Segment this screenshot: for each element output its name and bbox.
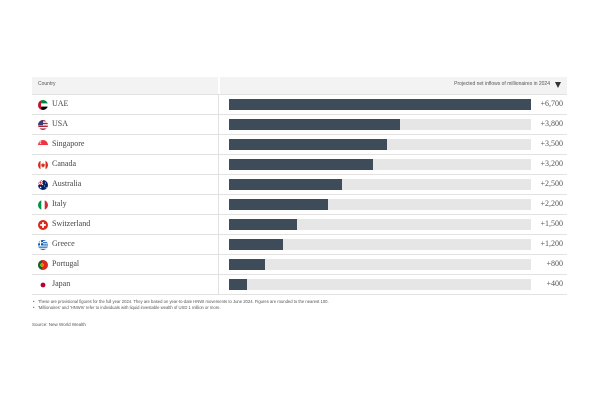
flag-icon — [38, 140, 48, 150]
bar-track — [229, 199, 531, 210]
flag-icon — [38, 260, 48, 270]
table-header: Country Projected net inflows of million… — [32, 77, 567, 94]
value-label: +1,200 — [540, 239, 563, 248]
footnotes: These are provisional figures for the fu… — [32, 299, 567, 311]
country-label: Australia — [52, 179, 82, 188]
value-label: +6,700 — [540, 99, 563, 108]
table-row: Portugal +800 — [32, 255, 567, 275]
table-row: Greece +1,200 — [32, 235, 567, 255]
value-label: +1,500 — [540, 219, 563, 228]
bar-track — [229, 179, 531, 190]
table-row: Singapore +3,500 — [32, 135, 567, 155]
table-row: Italy +2,200 — [32, 195, 567, 215]
value-label: +2,200 — [540, 199, 563, 208]
country-label: UAE — [52, 99, 69, 108]
value-label: +3,200 — [540, 159, 563, 168]
millionaire-inflows-table: Country Projected net inflows of million… — [32, 77, 567, 295]
source-note: Source: New World Wealth — [32, 322, 86, 327]
table-row: Switzerland +1,500 — [32, 215, 567, 235]
footnote-item: These are provisional figures for the fu… — [32, 299, 567, 305]
country-label: Portugal — [52, 259, 80, 268]
value-label: +2,500 — [540, 179, 563, 188]
bar-track — [229, 159, 531, 170]
bar-track — [229, 239, 531, 250]
column-divider — [218, 135, 219, 154]
column-divider — [218, 95, 219, 114]
table-row: UAE +6,700 — [32, 94, 567, 115]
bar — [229, 159, 374, 170]
country-column-header: Country — [32, 77, 218, 94]
column-divider — [218, 155, 219, 174]
bar — [229, 279, 248, 290]
column-divider — [218, 235, 219, 254]
country-label: Canada — [52, 159, 76, 168]
value-label: +3,800 — [540, 119, 563, 128]
country-label: Italy — [52, 199, 67, 208]
bar — [229, 99, 531, 110]
flag-icon — [38, 180, 48, 190]
country-label: Switzerland — [52, 219, 91, 228]
bar-track — [229, 219, 531, 230]
bar-track — [229, 279, 531, 290]
metric-header-label: Projected net inflows of millionaires in… — [454, 81, 550, 87]
column-divider — [218, 215, 219, 234]
table-row: Canada +3,200 — [32, 155, 567, 175]
bar — [229, 139, 387, 150]
bar — [229, 199, 329, 210]
bar-track — [229, 99, 531, 110]
bar-track — [229, 139, 531, 150]
column-divider — [218, 115, 219, 134]
footnote-item: 'Millionaires' and 'HNWIs' refer to indi… — [32, 305, 567, 311]
bar — [229, 259, 266, 270]
flag-icon — [38, 240, 48, 250]
value-label: +800 — [546, 259, 563, 268]
bar-track — [229, 259, 531, 270]
value-label: +400 — [546, 279, 563, 288]
column-divider — [218, 255, 219, 274]
country-label: Japan — [52, 279, 71, 288]
country-label: Singapore — [52, 139, 85, 148]
table-row: Australia +2,500 — [32, 175, 567, 195]
bar — [229, 239, 284, 250]
table-body: UAE +6,700 USA +3,800 Singapore +3,500 Canada +… — [32, 94, 567, 295]
column-divider — [218, 275, 219, 294]
column-divider — [218, 175, 219, 194]
bar — [229, 219, 297, 230]
flag-icon — [38, 220, 48, 230]
flag-icon — [38, 280, 48, 290]
flag-icon — [38, 160, 48, 170]
country-label: Greece — [52, 239, 75, 248]
value-label: +3,500 — [540, 139, 563, 148]
metric-column-header[interactable]: Projected net inflows of millionaires in… — [220, 77, 567, 94]
bar — [229, 119, 401, 130]
bar-track — [229, 119, 531, 130]
country-label: USA — [52, 119, 69, 128]
sort-down-icon[interactable] — [555, 82, 561, 88]
flag-icon — [38, 200, 48, 210]
bar — [229, 179, 342, 190]
table-row: USA +3,800 — [32, 115, 567, 135]
flag-icon — [38, 100, 48, 110]
flag-icon — [38, 120, 48, 130]
country-header-label: Country — [38, 81, 56, 87]
column-divider — [218, 195, 219, 214]
table-row: Japan +400 — [32, 275, 567, 295]
